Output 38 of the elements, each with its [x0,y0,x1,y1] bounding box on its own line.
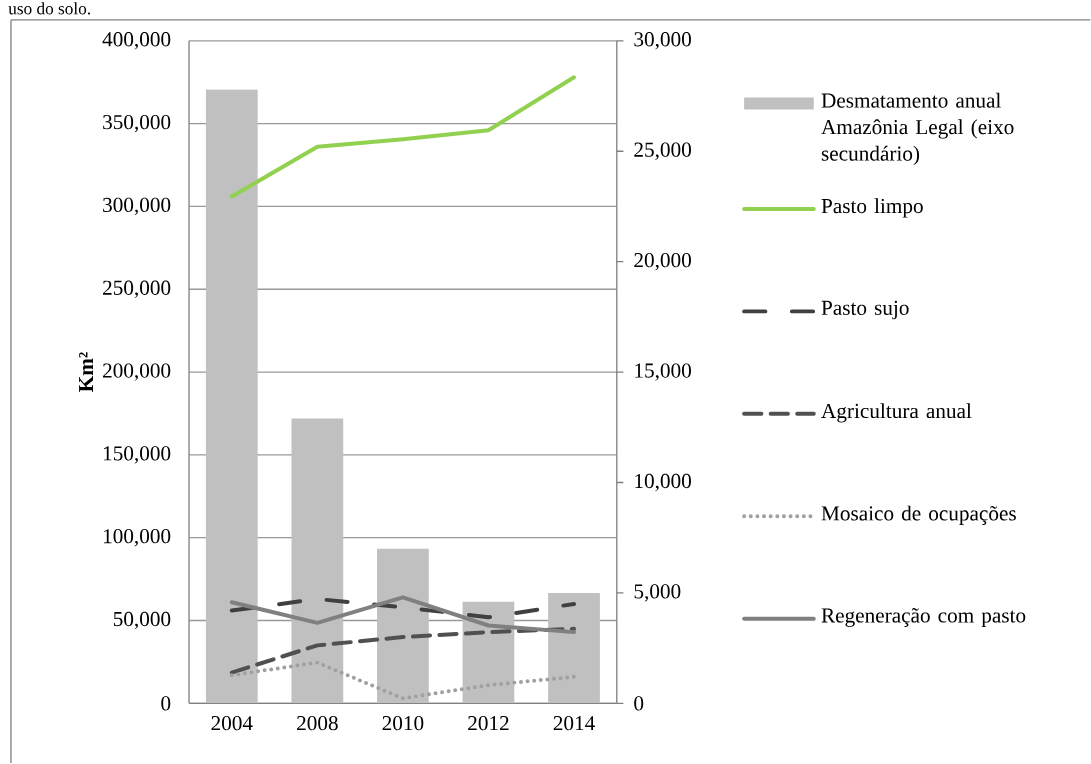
legend-label: Regeneração com pasto [821,608,1026,628]
legend-label: Pasto sujo [821,300,909,320]
x-tick-label: 2014 [553,716,595,731]
bar [205,89,258,704]
line-series [229,626,577,675]
text: uso do solo. [8,2,90,15]
legend-label: Agricultura anual [821,403,972,423]
y-tick-label: 50,000 [113,612,171,630]
bar [548,593,600,704]
legend-label: Mosaico de ocupações [821,505,1016,526]
x-tick-label: 2012 [468,716,509,731]
y-axis-title: Km² [79,352,93,393]
line-series [229,597,577,620]
line-series [229,75,577,199]
x-tick-label: 2010 [382,716,424,731]
x-tick-label: 2008 [297,716,338,731]
legend-label: Pasto limpo [821,198,923,218]
y2-tick-label: 5,000 [634,584,681,602]
legend-label: Desmatamento anual Amazônia Legal (eixo secundário) [821,92,1014,166]
line-series [229,660,577,701]
y-tick-label: 400,000 [102,32,171,50]
y2-tick-label: 10,000 [635,473,691,492]
y-tick-label: 300,000 [103,197,171,216]
y-tick-label: 200,000 [103,363,171,381]
y-tick-label: 350,000 [103,115,171,133]
y2-tick-label: 30,000 [634,32,691,50]
line-series [229,595,577,635]
y2-tick-label: 15,000 [635,363,691,381]
x-tick-label: 2004 [211,716,253,731]
y2-tick-label: 20,000 [634,253,691,271]
bar [291,418,344,704]
y-tick-label: 100,000 [103,529,171,547]
y-tick-label: 150,000 [103,446,171,464]
y2-tick-label: 25,000 [634,142,691,161]
y-tick-label: 0 [161,696,171,711]
bar [377,548,429,704]
y-tick-label: 250,000 [103,280,171,299]
y2-tick-label: 0 [634,696,644,711]
